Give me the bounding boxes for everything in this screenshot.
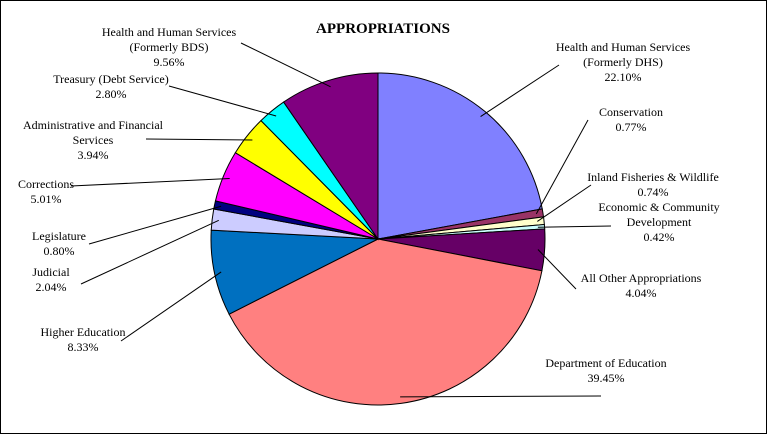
slice-percent: 5.01% [31,192,62,206]
slice-category: Judicial [32,265,70,279]
slice-category: Inland Fisheries & Wildlife [587,170,719,184]
slice-category: Higher Education [41,325,126,339]
slice-label-inland-fisheries-wildlife: Inland Fisheries & Wildlife 0.74% [587,170,719,199]
slice-label-health-and-human-services-formerly-dhs: Health and Human Services (Formerly DHS) 2… [556,40,691,84]
slice-label-judicial: Judicial 2.04% [32,265,70,294]
slice-percent: 4.04% [626,286,657,300]
slice-label-corrections: Corrections 5.01% [18,177,74,206]
leader-line-treasury-debt-service [168,85,277,117]
slice-label-department-of-education: Department of Education 39.45% [545,356,666,385]
pie-slice-health-and-human-services-formerly-bds [282,72,379,241]
slice-label-higher-education: Higher Education 8.33% [41,325,126,354]
chart-title: APPROPRIATIONS [316,21,450,37]
slice-label-economic-community-development: Economic & Community Development 0.42% [598,200,719,244]
slice-label-administrative-and-financial-services: Administrative and Financial Services 3.94… [23,118,164,162]
slice-percent: 2.80% [96,87,127,101]
slice-label-health-and-human-services-formerly-bds: Health and Human Services (Formerly BDS) 9… [102,25,237,69]
slice-percent: 0.74% [638,185,669,199]
slice-category: Treasury (Debt Service) [53,72,169,86]
slice-label-legislature: Legislature 0.80% [32,229,86,258]
leader-line-economic-community-development [537,225,612,228]
slice-label-treasury-debt-service: Treasury (Debt Service) 2.80% [53,72,169,101]
slice-label-conservation: Conservation 0.77% [599,105,663,134]
leader-line-health-and-human-services-formerly-bds [240,42,331,88]
slice-category: Development [627,215,692,229]
pie-slice-department-of-education [228,238,543,406]
slice-category: Administrative and Financial [23,118,164,132]
slice-percent: 3.94% [78,148,109,162]
slice-percent: 22.10% [605,70,642,84]
leader-line-corrections [70,178,230,187]
leader-line-inland-fisheries-wildlife [537,184,592,222]
slice-category: Health and Human Services [556,40,691,54]
slice-percent: 2.04% [36,280,67,294]
leader-line-all-other-appropriations [537,249,577,290]
slice-category: All Other Appropriations [581,271,702,285]
slice-category: Services [73,133,114,147]
leader-line-legislature [88,205,222,245]
slice-category: (Formerly DHS) [583,55,663,69]
slice-category: Conservation [599,105,663,119]
pie-slice-higher-education [210,229,380,315]
slice-category: Department of Education [545,356,666,370]
slice-percent: 0.42% [644,230,675,244]
slice-percent: 0.80% [44,244,75,258]
pie-slices [210,72,546,406]
leader-line-health-and-human-services-formerly-dhs [480,64,560,117]
leader-line-conservation [535,119,589,215]
slice-label-all-other-appropriations: All Other Appropriations 4.04% [581,271,702,300]
slice-category: Legislature [32,229,86,243]
slice-category: Corrections [18,177,74,191]
leader-line-department-of-education [400,395,602,398]
slice-percent: 8.33% [68,340,99,354]
slice-percent: 39.45% [588,371,625,385]
leader-line-administrative-and-financial-services [145,138,253,141]
leader-line-judicial [80,219,219,285]
leader-line-higher-education [120,271,222,342]
slice-labels: Health and Human Services (Formerly DHS) 2… [18,25,720,385]
slice-category: Economic & Community [598,200,719,214]
leader-lines [70,42,612,398]
pie-slice-health-and-human-services-formerly-dhs [377,72,543,240]
slice-category: (Formerly BDS) [130,40,209,54]
slice-percent: 0.77% [616,120,647,134]
slice-percent: 9.56% [154,55,185,69]
slice-category: Health and Human Services [102,25,237,39]
